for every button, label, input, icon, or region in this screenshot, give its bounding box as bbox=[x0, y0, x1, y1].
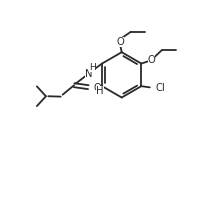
Text: N: N bbox=[84, 69, 92, 79]
Text: O: O bbox=[93, 83, 101, 93]
Text: Cl: Cl bbox=[156, 83, 165, 93]
Text: O: O bbox=[116, 37, 124, 47]
Text: O: O bbox=[148, 55, 155, 65]
Text: H: H bbox=[96, 86, 104, 96]
Text: H: H bbox=[89, 63, 96, 72]
